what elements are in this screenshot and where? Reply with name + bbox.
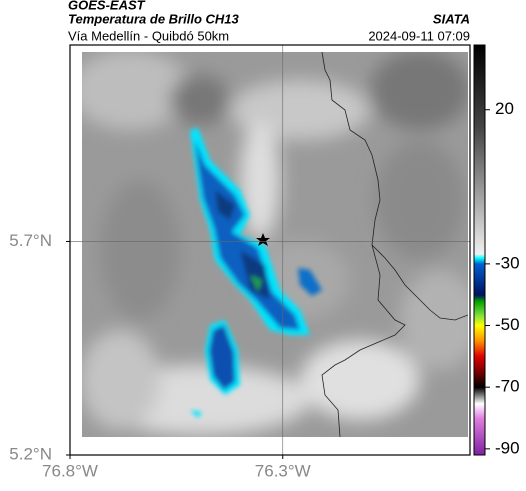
- satellite-image: [82, 52, 468, 437]
- title: GOES-EAST: [68, 0, 146, 12]
- datetime: 2024-09-11 07:09: [368, 28, 470, 43]
- x-tick-label: 76.3°W: [255, 461, 311, 480]
- location-marker: [256, 233, 270, 246]
- colorbar-tick-label: 20: [495, 99, 514, 118]
- colorbar-tick-label: -70: [495, 377, 520, 396]
- y-tick-label: 5.7°N: [9, 231, 52, 250]
- colorbar-tick-label: -90: [495, 438, 520, 457]
- subtitle: Temperatura de Brillo CH13: [68, 11, 240, 26]
- colorbar-tick-label: -30: [495, 253, 520, 272]
- y-tick-label: 5.2°N: [9, 444, 52, 463]
- colorbar: [473, 44, 486, 456]
- route: Vía Medellín - Quibdó 50km: [68, 28, 229, 43]
- source: SIATA: [433, 11, 470, 26]
- x-tick-label: 76.8°W: [42, 461, 98, 480]
- colorbar-tick-label: -50: [495, 315, 520, 334]
- map-frame: [69, 44, 471, 456]
